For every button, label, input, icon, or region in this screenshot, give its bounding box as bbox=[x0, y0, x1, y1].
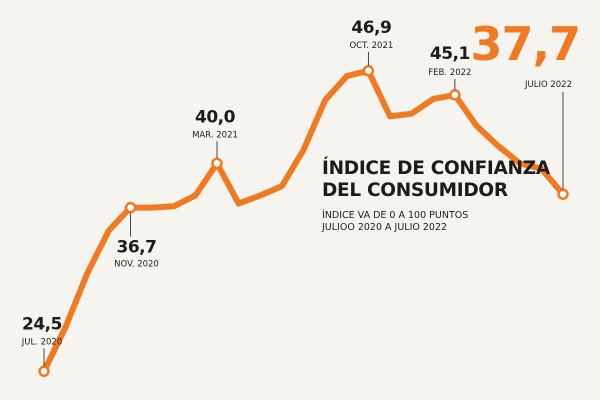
latest-value-label: 37,7 bbox=[471, 17, 581, 71]
data-value-label: 40,0 bbox=[195, 107, 236, 127]
latest-date-label: JULIO 2022 bbox=[524, 80, 572, 90]
data-value-label: 24,5 bbox=[22, 314, 62, 334]
chart-subtitle-line-2: JULIOO 2020 A JULIO 2022 bbox=[322, 222, 448, 233]
data-point-marker bbox=[557, 188, 569, 200]
series-line bbox=[41, 67, 566, 375]
data-value-label: 46,9 bbox=[351, 18, 391, 38]
data-point-marker bbox=[211, 157, 223, 170]
data-value-label: 36,7 bbox=[117, 238, 157, 258]
data-point-marker bbox=[362, 65, 375, 77]
chart-subtitle-line-1: ÍNDICE VA DE 0 A 100 PUNTOS bbox=[322, 210, 469, 221]
chart-title-line-1: ÍNDICE DE CONFIANZA bbox=[322, 158, 550, 179]
chart-title-line-2: DEL CONSUMIDOR bbox=[322, 180, 508, 201]
data-date-label: JUL. 2020 bbox=[21, 337, 63, 347]
data-point-marker bbox=[449, 89, 461, 101]
data-value-label: 45,1 bbox=[430, 44, 470, 64]
chart-subtitle: ÍNDICE VA DE 0 A 100 PUNTOS JULIOO 2020 … bbox=[322, 210, 468, 234]
data-date-label: OCT. 2021 bbox=[349, 41, 393, 51]
data-date-label: MAR. 2021 bbox=[192, 130, 238, 140]
data-date-label: NOV. 2020 bbox=[114, 260, 159, 270]
data-point-marker bbox=[38, 365, 50, 378]
data-date-label: FEB. 2022 bbox=[428, 68, 471, 78]
data-point-marker bbox=[124, 201, 137, 214]
chart-title: ÍNDICE DE CONFIANZA DEL CONSUMIDOR bbox=[322, 158, 550, 202]
